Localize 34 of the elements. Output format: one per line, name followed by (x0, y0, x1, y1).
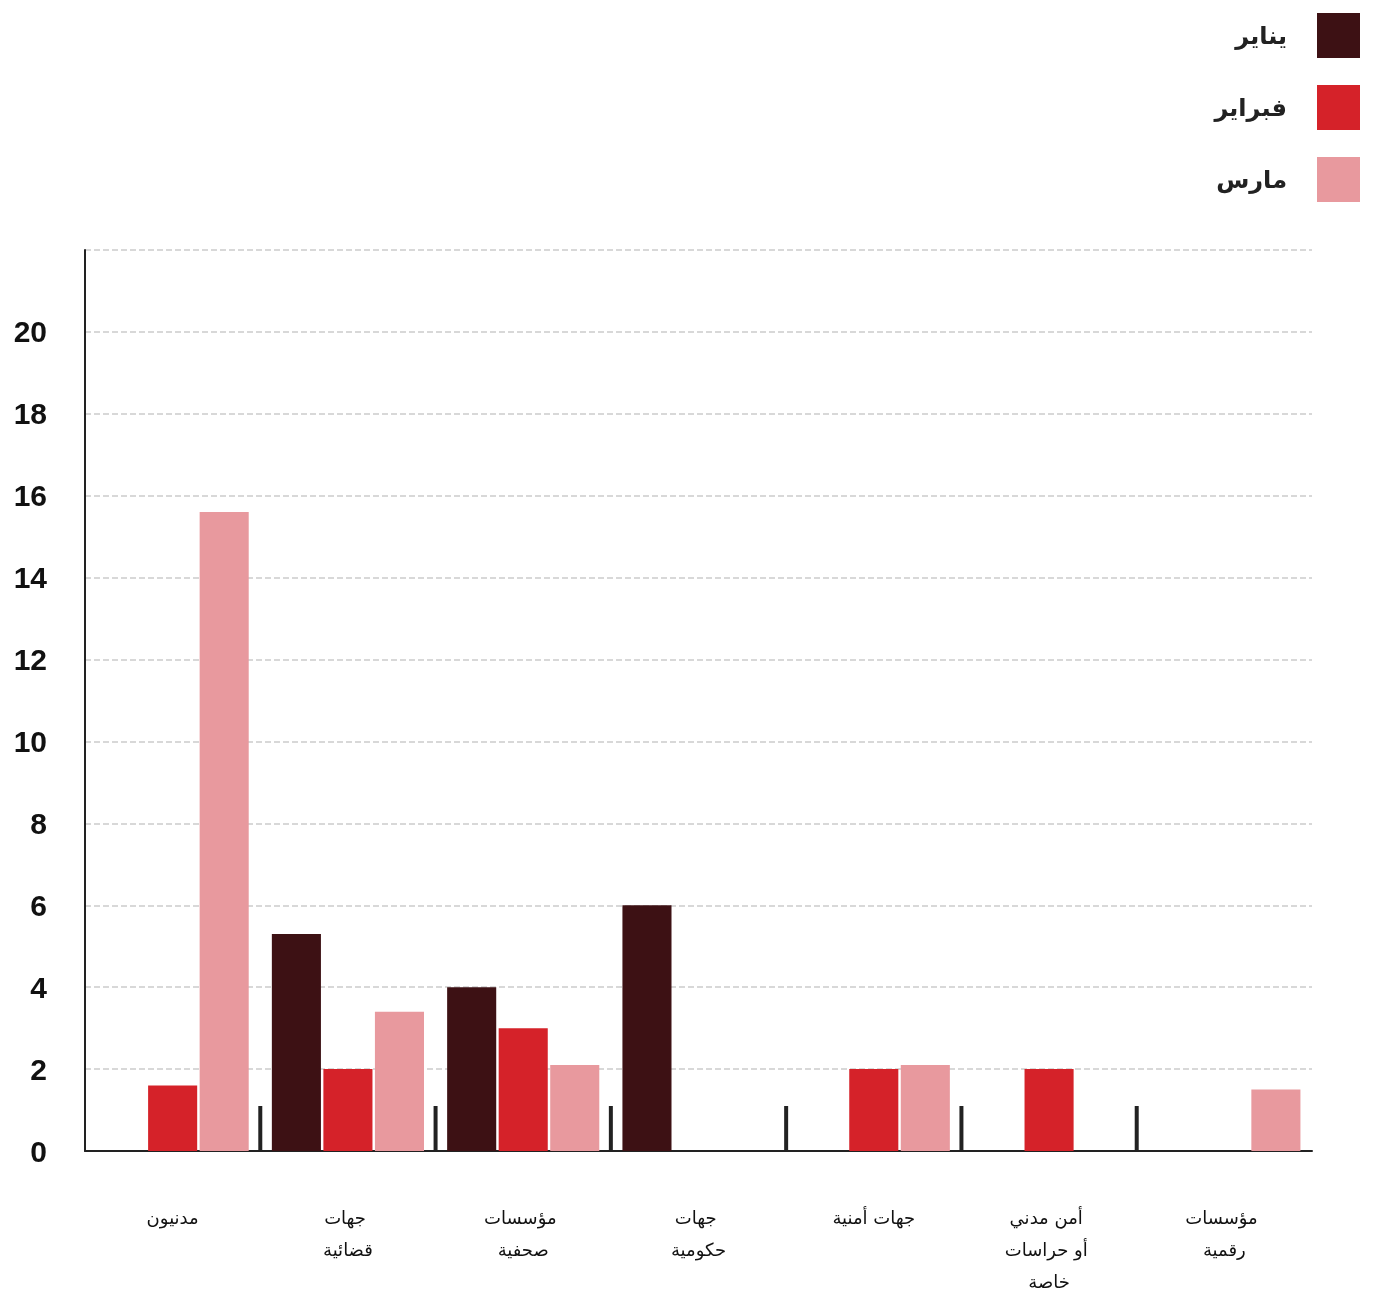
bar (1024, 1069, 1074, 1151)
y-tick-label: 18 (13, 397, 47, 431)
y-tick-label: 20 (13, 315, 47, 349)
x-tick-label: مدنيون (146, 1206, 199, 1229)
y-tick-label: 16 (13, 479, 47, 513)
bar (550, 1065, 600, 1151)
bar (622, 905, 672, 1151)
y-tick-label: 2 (30, 1052, 47, 1086)
bar (498, 1028, 548, 1151)
bar (849, 1069, 899, 1151)
x-tick-label: جهات قضائية (323, 1206, 373, 1260)
bar (900, 1065, 950, 1151)
y-tick-label: 10 (13, 724, 47, 758)
x-tick-label: أمن مدني أو حراسات خاصة (1004, 1205, 1094, 1292)
bar (148, 1085, 198, 1151)
legend-label: مارس (1216, 165, 1287, 194)
bar (323, 1069, 373, 1151)
y-tick-label: 6 (30, 888, 47, 922)
bar (374, 1011, 424, 1151)
y-tick-label: 4 (30, 970, 48, 1004)
y-tick-label: 8 (30, 806, 47, 840)
x-tick-label: جهات أمنية (832, 1205, 916, 1229)
bar (199, 512, 249, 1151)
y-tick-label: 0 (30, 1134, 47, 1168)
bar (447, 987, 497, 1151)
y-tick-label: 14 (13, 561, 48, 595)
y-tick-label: 12 (13, 643, 47, 677)
legend-label: فبراير (1213, 93, 1287, 122)
bar (271, 933, 321, 1151)
x-tick-label: مؤسسات صحفية (484, 1206, 563, 1260)
legend-label: يناير (1234, 21, 1287, 50)
x-tick-label: مؤسسات رقمية (1185, 1206, 1264, 1260)
bar (1251, 1089, 1301, 1151)
x-tick-label: جهات حكومية (670, 1206, 727, 1261)
